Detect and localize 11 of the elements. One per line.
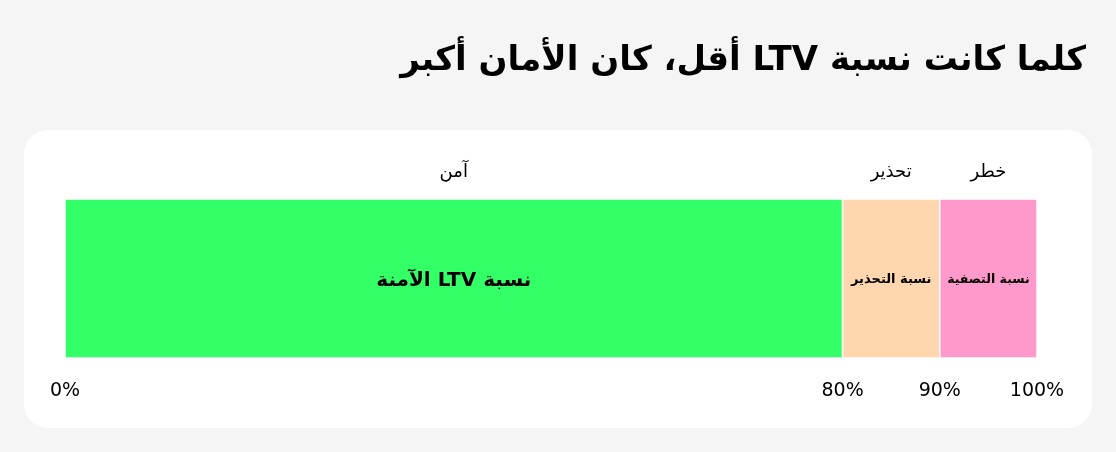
series-label: نسبة التصفية — [947, 270, 1030, 286]
text: آمن — [439, 159, 469, 182]
x-tick-label: 90% — [918, 378, 961, 400]
x-tick-label: 100% — [1009, 378, 1065, 400]
x-tick-label: 0% — [49, 378, 81, 400]
chart-title: كلما كانت نسبة LTV أقل، كان الأمان أكبر — [398, 36, 1087, 79]
x-tick-label: 80% — [821, 378, 864, 400]
text: خطر — [969, 160, 1007, 182]
text: تحذير — [869, 160, 912, 182]
series-label: نسبة LTV الآمنة — [376, 266, 532, 291]
series-label: نسبة التحذير — [850, 271, 932, 287]
